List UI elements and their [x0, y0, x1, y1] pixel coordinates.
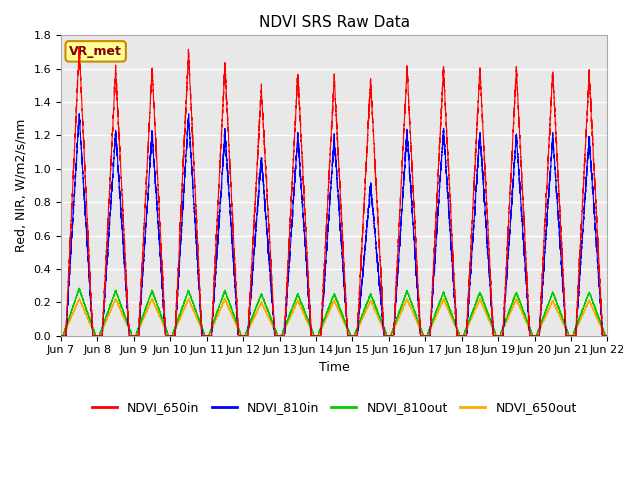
NDVI_810in: [487, 302, 495, 308]
NDVI_650in: [174, 269, 182, 275]
NDVI_650out: [602, 333, 609, 338]
NDVI_650in: [168, 333, 176, 338]
NDVI_650out: [410, 311, 417, 317]
NDVI_810in: [602, 333, 609, 338]
Text: VR_met: VR_met: [69, 45, 122, 58]
Line: NDVI_810out: NDVI_810out: [61, 288, 607, 336]
NDVI_650in: [487, 288, 495, 293]
NDVI_810out: [410, 306, 417, 312]
NDVI_810in: [174, 287, 182, 292]
NDVI_810in: [76, 111, 83, 117]
NDVI_650out: [174, 320, 182, 326]
NDVI_810out: [602, 333, 609, 338]
Line: NDVI_650in: NDVI_650in: [61, 47, 607, 336]
NDVI_650in: [57, 333, 65, 338]
NDVI_810out: [76, 285, 83, 291]
NDVI_650in: [602, 333, 609, 338]
Legend: NDVI_650in, NDVI_810in, NDVI_810out, NDVI_650out: NDVI_650in, NDVI_810in, NDVI_810out, NDV…: [86, 396, 582, 419]
NDVI_810out: [57, 333, 65, 338]
NDVI_810in: [168, 333, 176, 338]
Line: NDVI_650out: NDVI_650out: [61, 298, 607, 336]
NDVI_650out: [168, 333, 176, 338]
Y-axis label: Red, NIR, W/m2/s/nm: Red, NIR, W/m2/s/nm: [15, 119, 28, 252]
NDVI_650out: [487, 321, 495, 326]
NDVI_810out: [262, 301, 269, 307]
NDVI_650in: [262, 162, 269, 168]
NDVI_650in: [410, 200, 417, 206]
NDVI_650out: [76, 295, 83, 301]
NDVI_650out: [604, 333, 611, 338]
NDVI_810out: [487, 320, 495, 326]
NDVI_650in: [76, 44, 83, 50]
NDVI_810in: [604, 333, 611, 338]
NDVI_810in: [57, 333, 65, 338]
Line: NDVI_810in: NDVI_810in: [61, 114, 607, 336]
X-axis label: Time: Time: [319, 361, 349, 374]
NDVI_810in: [262, 210, 269, 216]
NDVI_810out: [174, 317, 182, 323]
NDVI_810in: [410, 230, 417, 236]
NDVI_650in: [604, 333, 611, 338]
NDVI_650out: [57, 333, 65, 338]
NDVI_810out: [604, 333, 611, 338]
NDVI_810out: [168, 333, 176, 338]
NDVI_650out: [262, 309, 269, 315]
Title: NDVI SRS Raw Data: NDVI SRS Raw Data: [259, 15, 410, 30]
